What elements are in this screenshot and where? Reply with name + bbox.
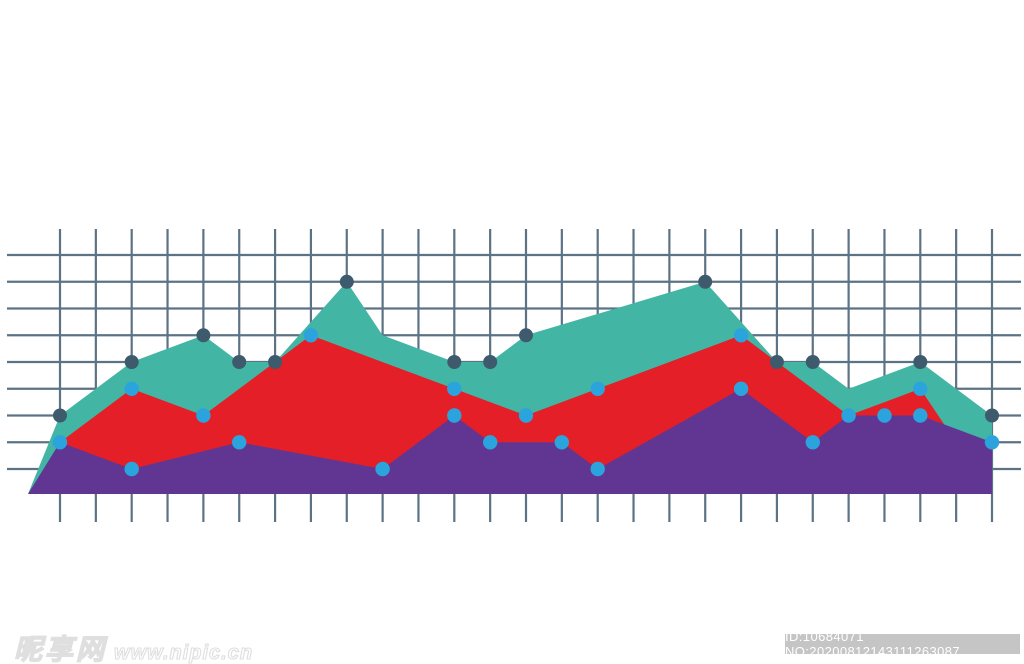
blue-data-point (733, 381, 749, 396)
dark-data-point (698, 274, 713, 289)
dark-data-point (519, 328, 533, 343)
dark-data-point (447, 355, 462, 369)
blue-data-point (554, 435, 569, 450)
blue-data-point (52, 435, 68, 450)
blue-data-point (590, 461, 605, 477)
blue-data-point (447, 381, 462, 396)
blue-data-point (913, 408, 928, 423)
blue-data-point (303, 328, 319, 343)
blue-data-point (733, 328, 749, 343)
blue-data-point (232, 435, 247, 450)
blue-data-point (913, 381, 928, 396)
blue-data-point (375, 461, 390, 477)
dark-data-point (913, 355, 928, 369)
blue-data-point (984, 435, 1000, 450)
dark-data-point (196, 328, 211, 343)
image-id-text: ID:10684071 NO:20200812143111263087 (785, 629, 960, 659)
blue-data-point (124, 381, 139, 396)
blue-data-point (877, 408, 892, 423)
dark-data-point (53, 408, 67, 423)
dark-data-point (232, 355, 247, 369)
blue-data-point (196, 408, 211, 423)
blue-data-point (447, 408, 462, 423)
dark-data-point (985, 408, 999, 423)
data-points (52, 274, 1000, 477)
dark-data-point (805, 355, 820, 369)
blue-data-point (805, 435, 820, 450)
dark-data-point (124, 355, 139, 369)
image-id-bar: ID:10684071 NO:20200812143111263087 (785, 629, 1020, 659)
blue-data-point (124, 461, 139, 477)
dark-data-point (483, 355, 498, 369)
blue-data-point (483, 435, 498, 450)
blue-data-point (590, 381, 605, 396)
dark-data-point (268, 355, 283, 369)
dark-data-point (339, 274, 354, 289)
blue-data-point (518, 408, 534, 423)
purple-area (28, 388, 992, 494)
dark-data-point (769, 355, 784, 369)
blue-data-point (841, 408, 856, 423)
